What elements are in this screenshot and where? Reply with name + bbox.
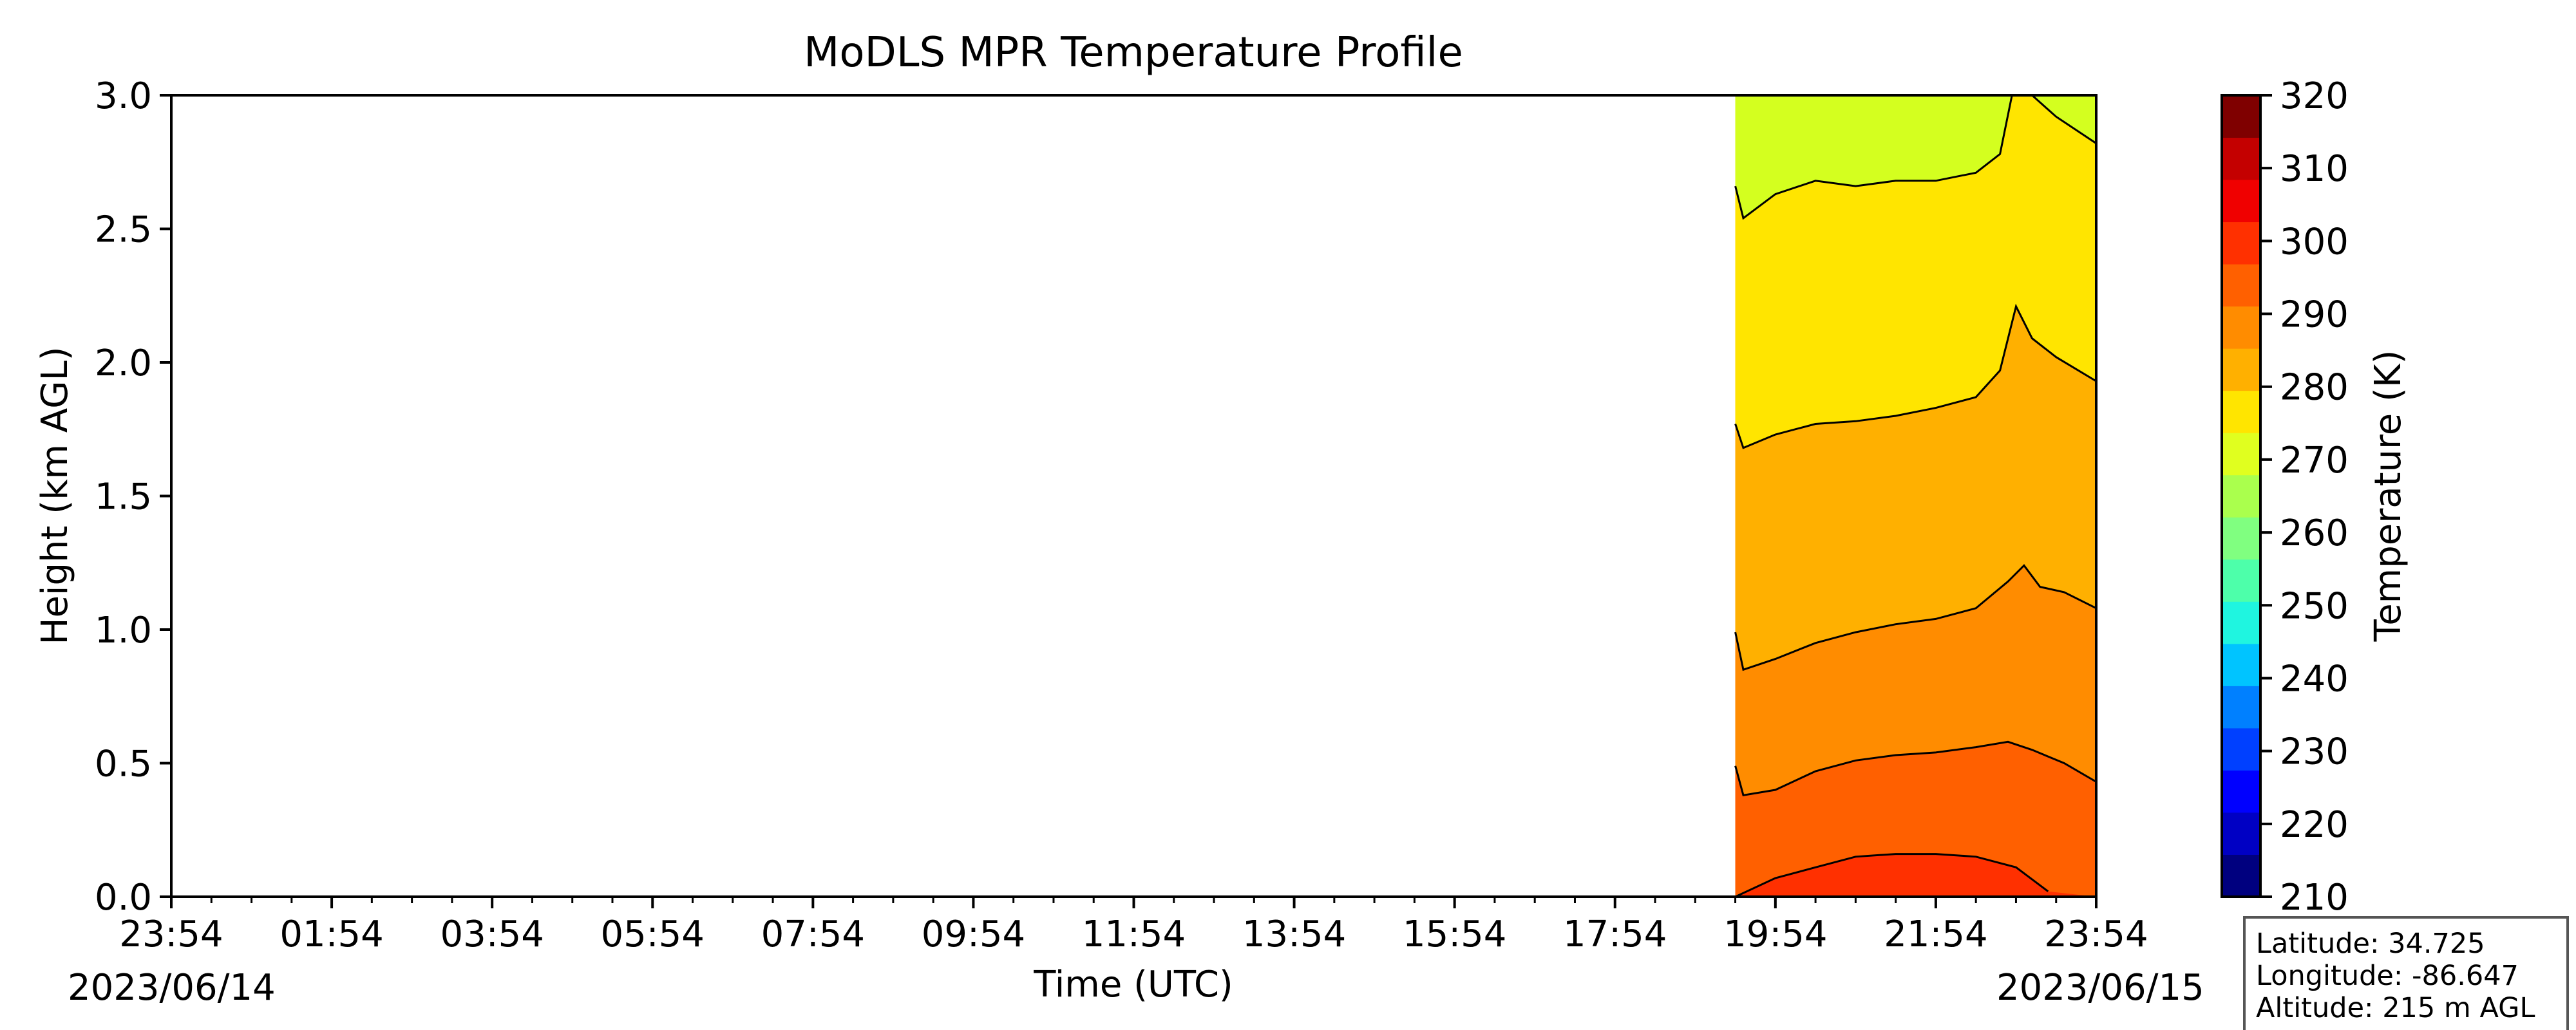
colorbar-tick-label: 230 [2280, 731, 2349, 773]
y-tick-label: 0.0 [95, 877, 152, 919]
colorbar-label: Temperature (K) [2367, 350, 2409, 642]
colorbar-segment [2222, 686, 2260, 729]
colorbar-tick-label: 300 [2280, 221, 2349, 263]
temperature-bands [1735, 95, 2096, 897]
colorbar-segment [2222, 770, 2260, 813]
colorbar-tick-label: 240 [2280, 658, 2349, 700]
y-tick-label: 1.0 [95, 610, 152, 651]
colorbar-segment [2222, 812, 2260, 855]
colorbar-segment [2222, 390, 2260, 433]
contour-line-285 [1734, 303, 2096, 449]
colorbar-segment [2222, 854, 2260, 897]
colorbar-segment [2222, 137, 2260, 180]
x-tick-label: 05:54 [601, 913, 705, 955]
colorbar-segment [2222, 643, 2260, 686]
x-axis: 23:54 01:54 03:54 05:54 07:54 09:54 11:54 13:54… [119, 897, 2148, 955]
colorbar-segment [2222, 348, 2260, 391]
start-date-label: 2023/06/14 [68, 967, 276, 1009]
station-info-box: Latitude: 34.725 Longitude: -86.647 Alti… [2243, 916, 2569, 1030]
x-tick-label: 01:54 [279, 913, 383, 955]
plot-area [170, 94, 2098, 898]
colorbar-segment [2222, 264, 2260, 307]
colorbar-segment [2222, 306, 2260, 349]
y-axis: 0.0 0.5 1.0 1.5 2.0 2.5 3.0 [95, 75, 171, 919]
colorbar-segment [2222, 221, 2260, 265]
colorbar-tick-label: 250 [2280, 585, 2349, 627]
y-tick-label: 2.5 [95, 209, 152, 251]
colorbar-tick-label: 260 [2280, 512, 2349, 554]
colorbar-segment [2222, 517, 2260, 560]
x-tick-label: 15:54 [1403, 913, 1506, 955]
y-tick-label: 3.0 [95, 75, 152, 117]
chart-title: MoDLS MPR Temperature Profile [804, 29, 1463, 77]
longitude-text: Longitude: -86.647 [2256, 960, 2519, 992]
x-tick-label: 11:54 [1082, 913, 1186, 955]
latitude-text: Latitude: 34.725 [2256, 928, 2485, 960]
info-box-frame [2243, 916, 2569, 1030]
colorbar-tick-label: 320 [2280, 75, 2349, 117]
contour-line-300 [1734, 853, 2049, 897]
x-tick-label: 19:54 [1723, 913, 1827, 955]
colorbar-segment [2222, 601, 2260, 644]
y-tick-label: 2.0 [95, 342, 152, 384]
y-axis-label: Height (km AGL) [34, 346, 76, 644]
x-tick-label: 09:54 [922, 913, 1025, 955]
colorbar-segment [2222, 559, 2260, 602]
colorbar: 210 220 230 240 250 260 270 280 290 300 310 320 [2221, 75, 2349, 919]
x-tick-label: 13:54 [1242, 913, 1346, 955]
x-axis-label: Time (UTC) [1033, 964, 1233, 1006]
colorbar-tick-label: 270 [2280, 440, 2349, 482]
colorbar-tick-label: 310 [2280, 148, 2349, 190]
colorbar-tick-label: 210 [2280, 877, 2349, 919]
colorbar-tick-label: 290 [2280, 294, 2349, 336]
contour-line-290 [1734, 564, 2096, 671]
x-tick-label: 23:54 [119, 913, 223, 955]
colorbar-segment [2222, 433, 2260, 476]
contour-line-280 [1734, 95, 2096, 220]
colorbar-tick-label: 220 [2280, 804, 2349, 846]
end-date-label: 2023/06/15 [1996, 967, 2204, 1009]
colorbar-segment [2222, 95, 2260, 138]
altitude-text: Altitude: 215 m AGL [2256, 992, 2535, 1024]
colorbar-tick-label: 280 [2280, 367, 2349, 409]
contour-lines [1734, 95, 2096, 897]
temperature-band-285 [1735, 95, 2096, 448]
x-tick-label: 21:54 [1884, 913, 1987, 955]
x-tick-label: 23:54 [2044, 913, 2148, 955]
colorbar-segment [2222, 474, 2260, 518]
temperature-band-280 [1735, 95, 2096, 218]
contour-line-295 [1734, 740, 2096, 797]
colorbar-segment [2222, 727, 2260, 771]
y-tick-label: 1.5 [95, 476, 152, 518]
colorbar-segment [2222, 180, 2260, 223]
y-tick-label: 0.5 [95, 744, 152, 785]
x-tick-label: 07:54 [761, 913, 865, 955]
x-tick-label: 17:54 [1563, 913, 1667, 955]
x-tick-label: 03:54 [440, 913, 544, 955]
colorbar-frame [2221, 94, 2262, 898]
